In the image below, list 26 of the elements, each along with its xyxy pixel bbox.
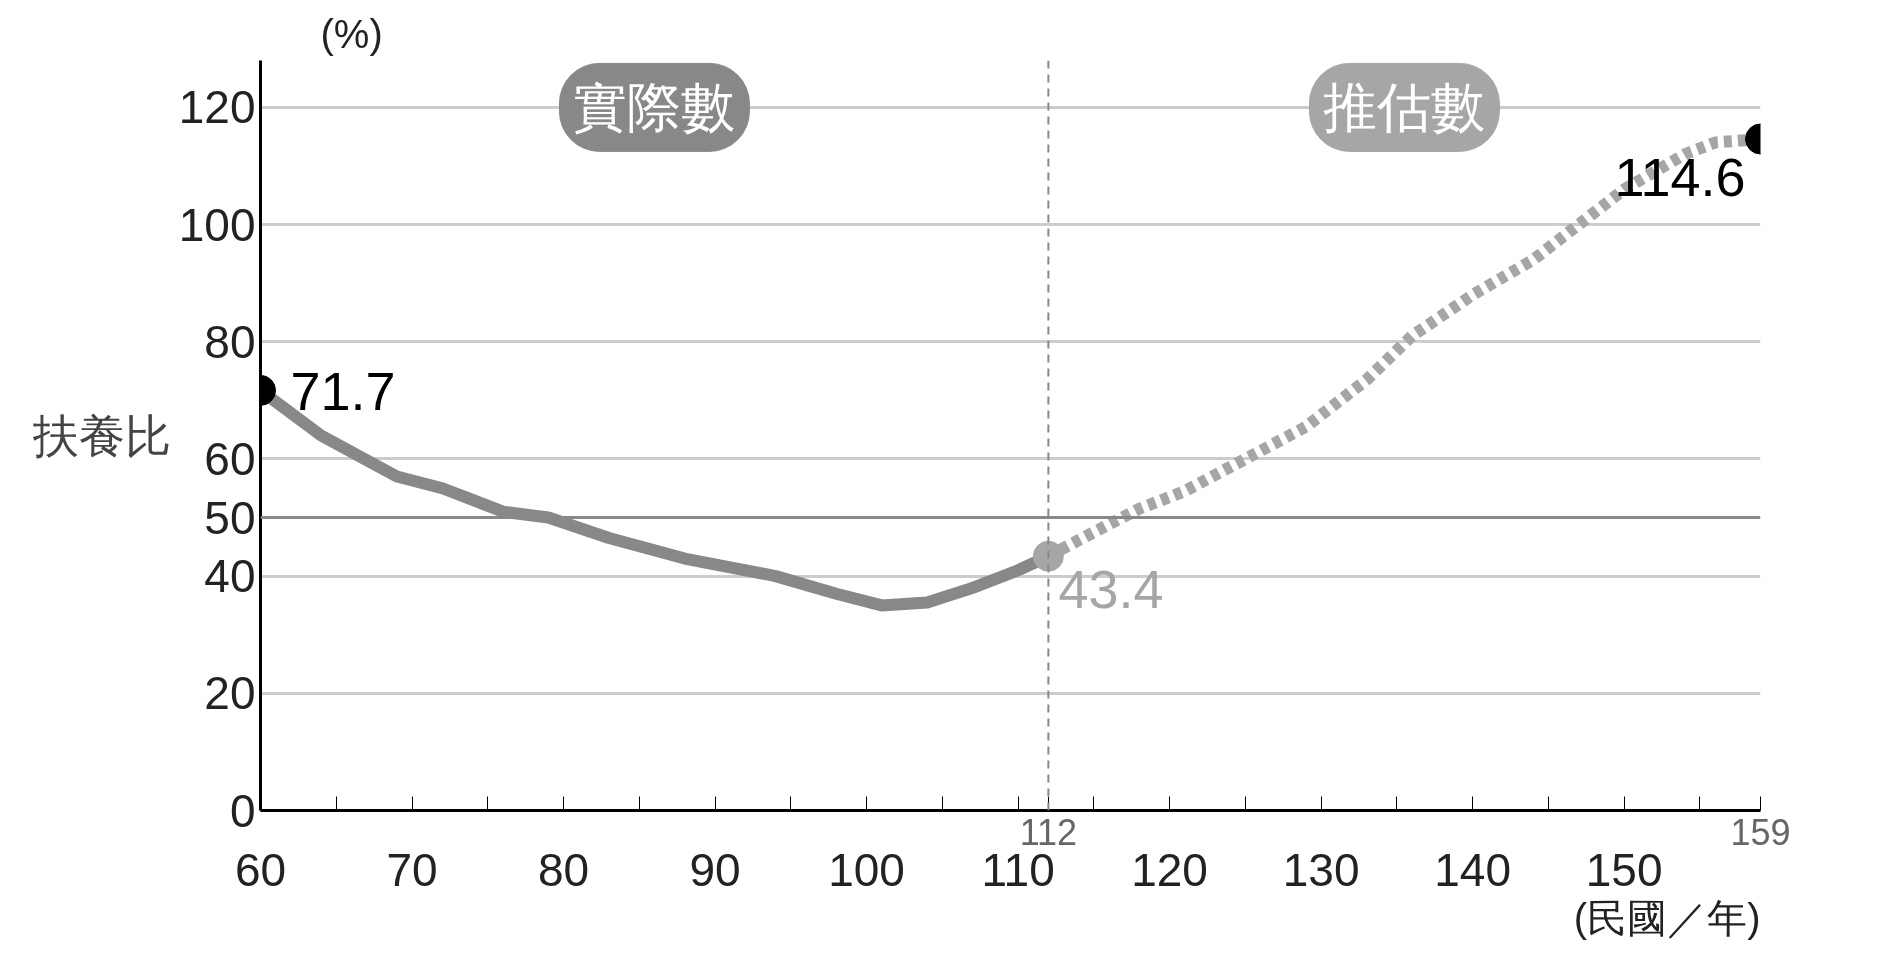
y-tick-label: 0 xyxy=(229,784,256,837)
x-tick-label: 130 xyxy=(1282,843,1360,896)
ref-line-label: 112 xyxy=(1019,811,1078,853)
text: 實際數 xyxy=(573,77,736,138)
text: 推估數 xyxy=(1323,77,1486,138)
x-tick-label: 80 xyxy=(537,843,590,896)
ref-line-label: 50 xyxy=(204,491,256,544)
y-tick-label: 40 xyxy=(204,550,256,603)
y-tick-label: 80 xyxy=(204,315,256,368)
x-tick-label: 150 xyxy=(1585,843,1663,896)
y-tick-label: 100 xyxy=(178,198,256,251)
data-label: 114.6 xyxy=(1614,147,1746,208)
text: (%) xyxy=(320,11,383,56)
x-tick-label: 120 xyxy=(1131,843,1208,896)
x-axis-title: (民國／年) xyxy=(1573,895,1761,940)
x-tick-label: 70 xyxy=(386,843,438,896)
x-tick-label: 140 xyxy=(1434,843,1511,896)
data-label: 43.4 xyxy=(1058,559,1164,620)
y-axis-title: 扶養比 xyxy=(31,409,171,462)
x-tick-label: 90 xyxy=(689,843,741,896)
x-tick-label: 100 xyxy=(828,843,905,896)
y-tick-label: 120 xyxy=(178,81,256,134)
text: 159 xyxy=(1730,811,1791,853)
y-tick-label: 20 xyxy=(204,667,256,720)
data-label: 71.7 xyxy=(290,361,396,422)
y-tick-label: 60 xyxy=(204,432,256,485)
